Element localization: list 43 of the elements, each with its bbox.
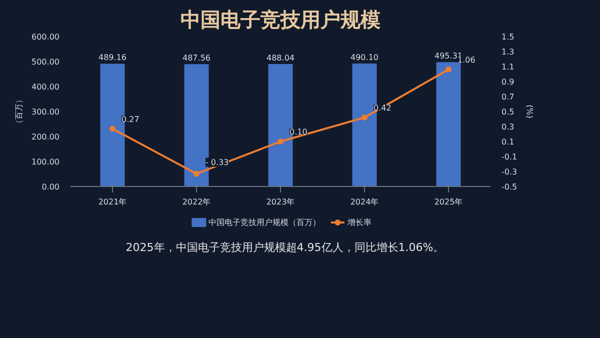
legend-label: 中国电子竞技用户规模（百万） xyxy=(208,218,321,227)
y2-tick-label: 1.1 xyxy=(502,62,514,72)
x-tick-label: 2024年 xyxy=(350,198,379,206)
data-label: 489.16 xyxy=(98,53,127,62)
point xyxy=(194,170,200,177)
data-label: - 0.33 xyxy=(206,158,229,167)
chart-title: 中国电子竞技用户规模 xyxy=(180,8,380,32)
legend-label: 增长率 xyxy=(346,218,372,227)
point xyxy=(362,114,368,120)
y2-tick-label: -0.5 xyxy=(502,182,518,192)
data-label: 488.04 xyxy=(266,53,295,62)
y2-tick-label: 0.9 xyxy=(502,78,514,86)
data-label: 487.56 xyxy=(182,54,211,63)
data-label: 0.10 xyxy=(290,128,308,136)
y-tick-label: 100.00 xyxy=(32,158,60,166)
text: 2025年，中国电子竞技用户规模超4.95亿人，同比增长1.06%。 xyxy=(126,240,444,256)
x-tick-label: 2021年 xyxy=(98,198,127,206)
y2-tick-label: 1.5 xyxy=(502,32,514,42)
y-tick-label: 200.00 xyxy=(32,132,60,142)
data-label: 0.42 xyxy=(374,104,392,112)
y2-tick-label: 0.1 xyxy=(502,138,514,146)
data-label: 490.10 xyxy=(350,52,379,62)
point xyxy=(278,138,284,144)
y-tick-label: 600.00 xyxy=(32,32,60,42)
y2-tick-label: 1.3 xyxy=(502,48,514,56)
y-tick-label: 500.00 xyxy=(32,58,60,66)
y2-tick-label: -0.1 xyxy=(502,152,518,162)
y2-tick-label: 0.5 xyxy=(502,108,514,116)
point xyxy=(446,66,452,72)
y-tick-label: 0.00 xyxy=(42,182,60,192)
x-tick-label: 2022年 xyxy=(182,198,211,206)
x-tick-label: 2023年 xyxy=(266,198,295,206)
y2-tick-label: -0.3 xyxy=(502,168,518,176)
data-label: 1.06 xyxy=(458,56,476,64)
y2-axis-title: (%) xyxy=(525,104,534,118)
x-tick-label: 2025年 xyxy=(434,198,463,206)
y-tick-label: 400.00 xyxy=(32,82,60,92)
data-label: 0.27 xyxy=(122,114,140,124)
y-axis-title: （百万） xyxy=(14,96,24,128)
y-tick-label: 300.00 xyxy=(32,108,60,116)
y2-tick-label: 0.3 xyxy=(502,122,514,132)
y2-tick-label: 0.7 xyxy=(502,92,514,102)
point xyxy=(110,126,116,132)
